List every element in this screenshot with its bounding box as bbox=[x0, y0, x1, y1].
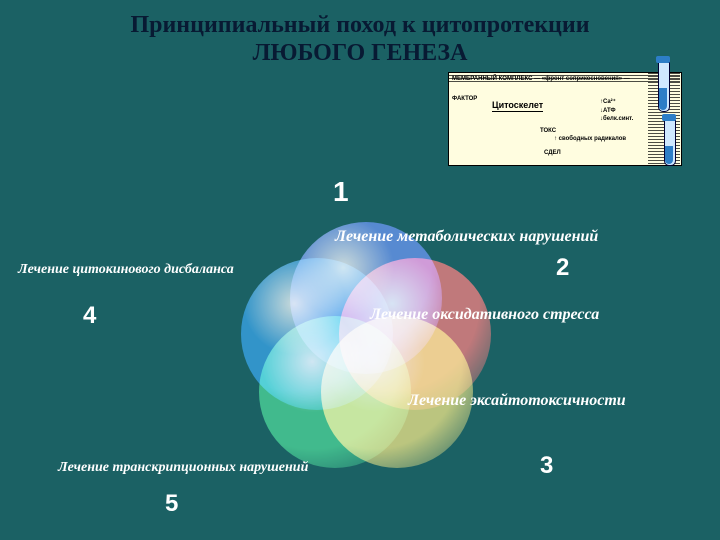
number-2: 2 bbox=[556, 254, 569, 282]
label-transcription: Лечение транскрипционных нарушений bbox=[58, 460, 308, 476]
legend-background bbox=[448, 72, 682, 166]
number-4: 4 bbox=[83, 302, 96, 330]
legend-text-atp: ↓АТФ bbox=[600, 108, 616, 114]
test-tube-fill-0 bbox=[659, 88, 667, 110]
slide-root: Принципиальный поход к цитопротекции ЛЮБ… bbox=[0, 0, 720, 540]
legend-text-ca: ↑Ca²⁺ bbox=[600, 98, 616, 105]
number-5: 5 bbox=[165, 490, 178, 518]
title-line-1: Принципиальный поход к цитопротекции bbox=[0, 12, 720, 39]
label-metabolic: Лечение метаболических нарушений bbox=[335, 228, 598, 246]
legend-text-hdr: МЕМБРАННЫЙ КОМПЛЕКС — «фронт соприкоснов… bbox=[452, 76, 630, 82]
legend-text-tox: ТОКС bbox=[540, 128, 556, 134]
label-oxidative: Лечение оксидативного стресса bbox=[370, 306, 599, 324]
test-tube-cap-0 bbox=[656, 56, 670, 63]
label-cytokine: Лечение цитокинового дисбаланса bbox=[18, 262, 234, 278]
legend-text-fr: ↑ свободных радикалов bbox=[554, 136, 626, 142]
title-line-2: ЛЮБОГО ГЕНЕЗА bbox=[0, 40, 720, 67]
test-tube-cap-1 bbox=[662, 114, 676, 121]
legend-text-fond: ФАКТОР bbox=[452, 96, 477, 102]
venn-circle-c5 bbox=[241, 258, 393, 410]
legend-text-cyto: Цитоскелет bbox=[492, 100, 543, 112]
legend-text-syn: ↓белк.синт. bbox=[600, 116, 633, 122]
number-1: 1 bbox=[333, 176, 349, 208]
label-excito: Лечение эксайтотоксичности bbox=[408, 392, 626, 410]
test-tube-fill-1 bbox=[665, 146, 673, 164]
number-3: 3 bbox=[540, 452, 553, 480]
legend-text-sdel: СДЕЛ bbox=[544, 150, 561, 156]
